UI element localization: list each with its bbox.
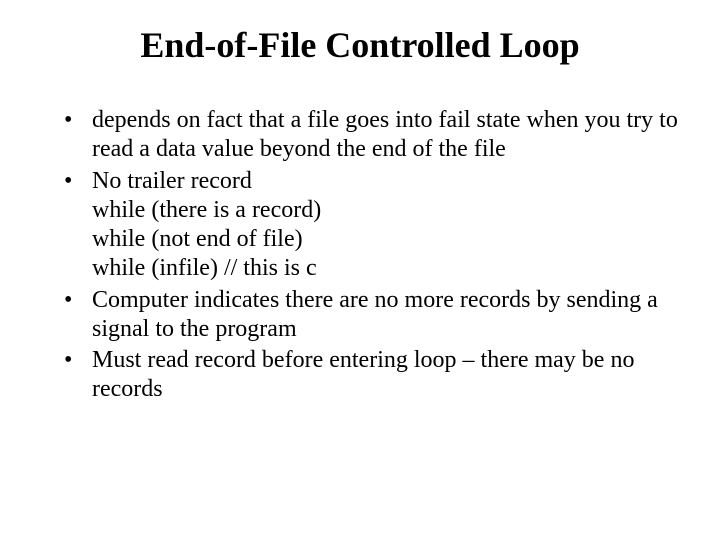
bullet-item-2: No trailer record while (there is a reco… [60, 167, 680, 284]
bullet-line: while (there is a record) [92, 196, 680, 225]
bullet-item-3: Computer indicates there are no more rec… [60, 286, 680, 345]
bullet-text: Computer indicates there are no more rec… [92, 287, 658, 342]
bullet-item-4: Must read record before entering loop – … [60, 346, 680, 405]
bullet-text: Must read record before entering loop – … [92, 347, 634, 402]
bullet-line: No trailer record [92, 167, 680, 196]
bullet-item-1: depends on fact that a file goes into fa… [60, 106, 680, 165]
bullet-text: depends on fact that a file goes into fa… [92, 107, 678, 162]
bullet-line: while (infile) // this is c [92, 254, 680, 283]
bullet-list: depends on fact that a file goes into fa… [60, 106, 680, 405]
bullet-line: while (not end of file) [92, 225, 680, 254]
page-title: End-of-File Controlled Loop [40, 24, 680, 66]
content-area: depends on fact that a file goes into fa… [40, 106, 680, 405]
